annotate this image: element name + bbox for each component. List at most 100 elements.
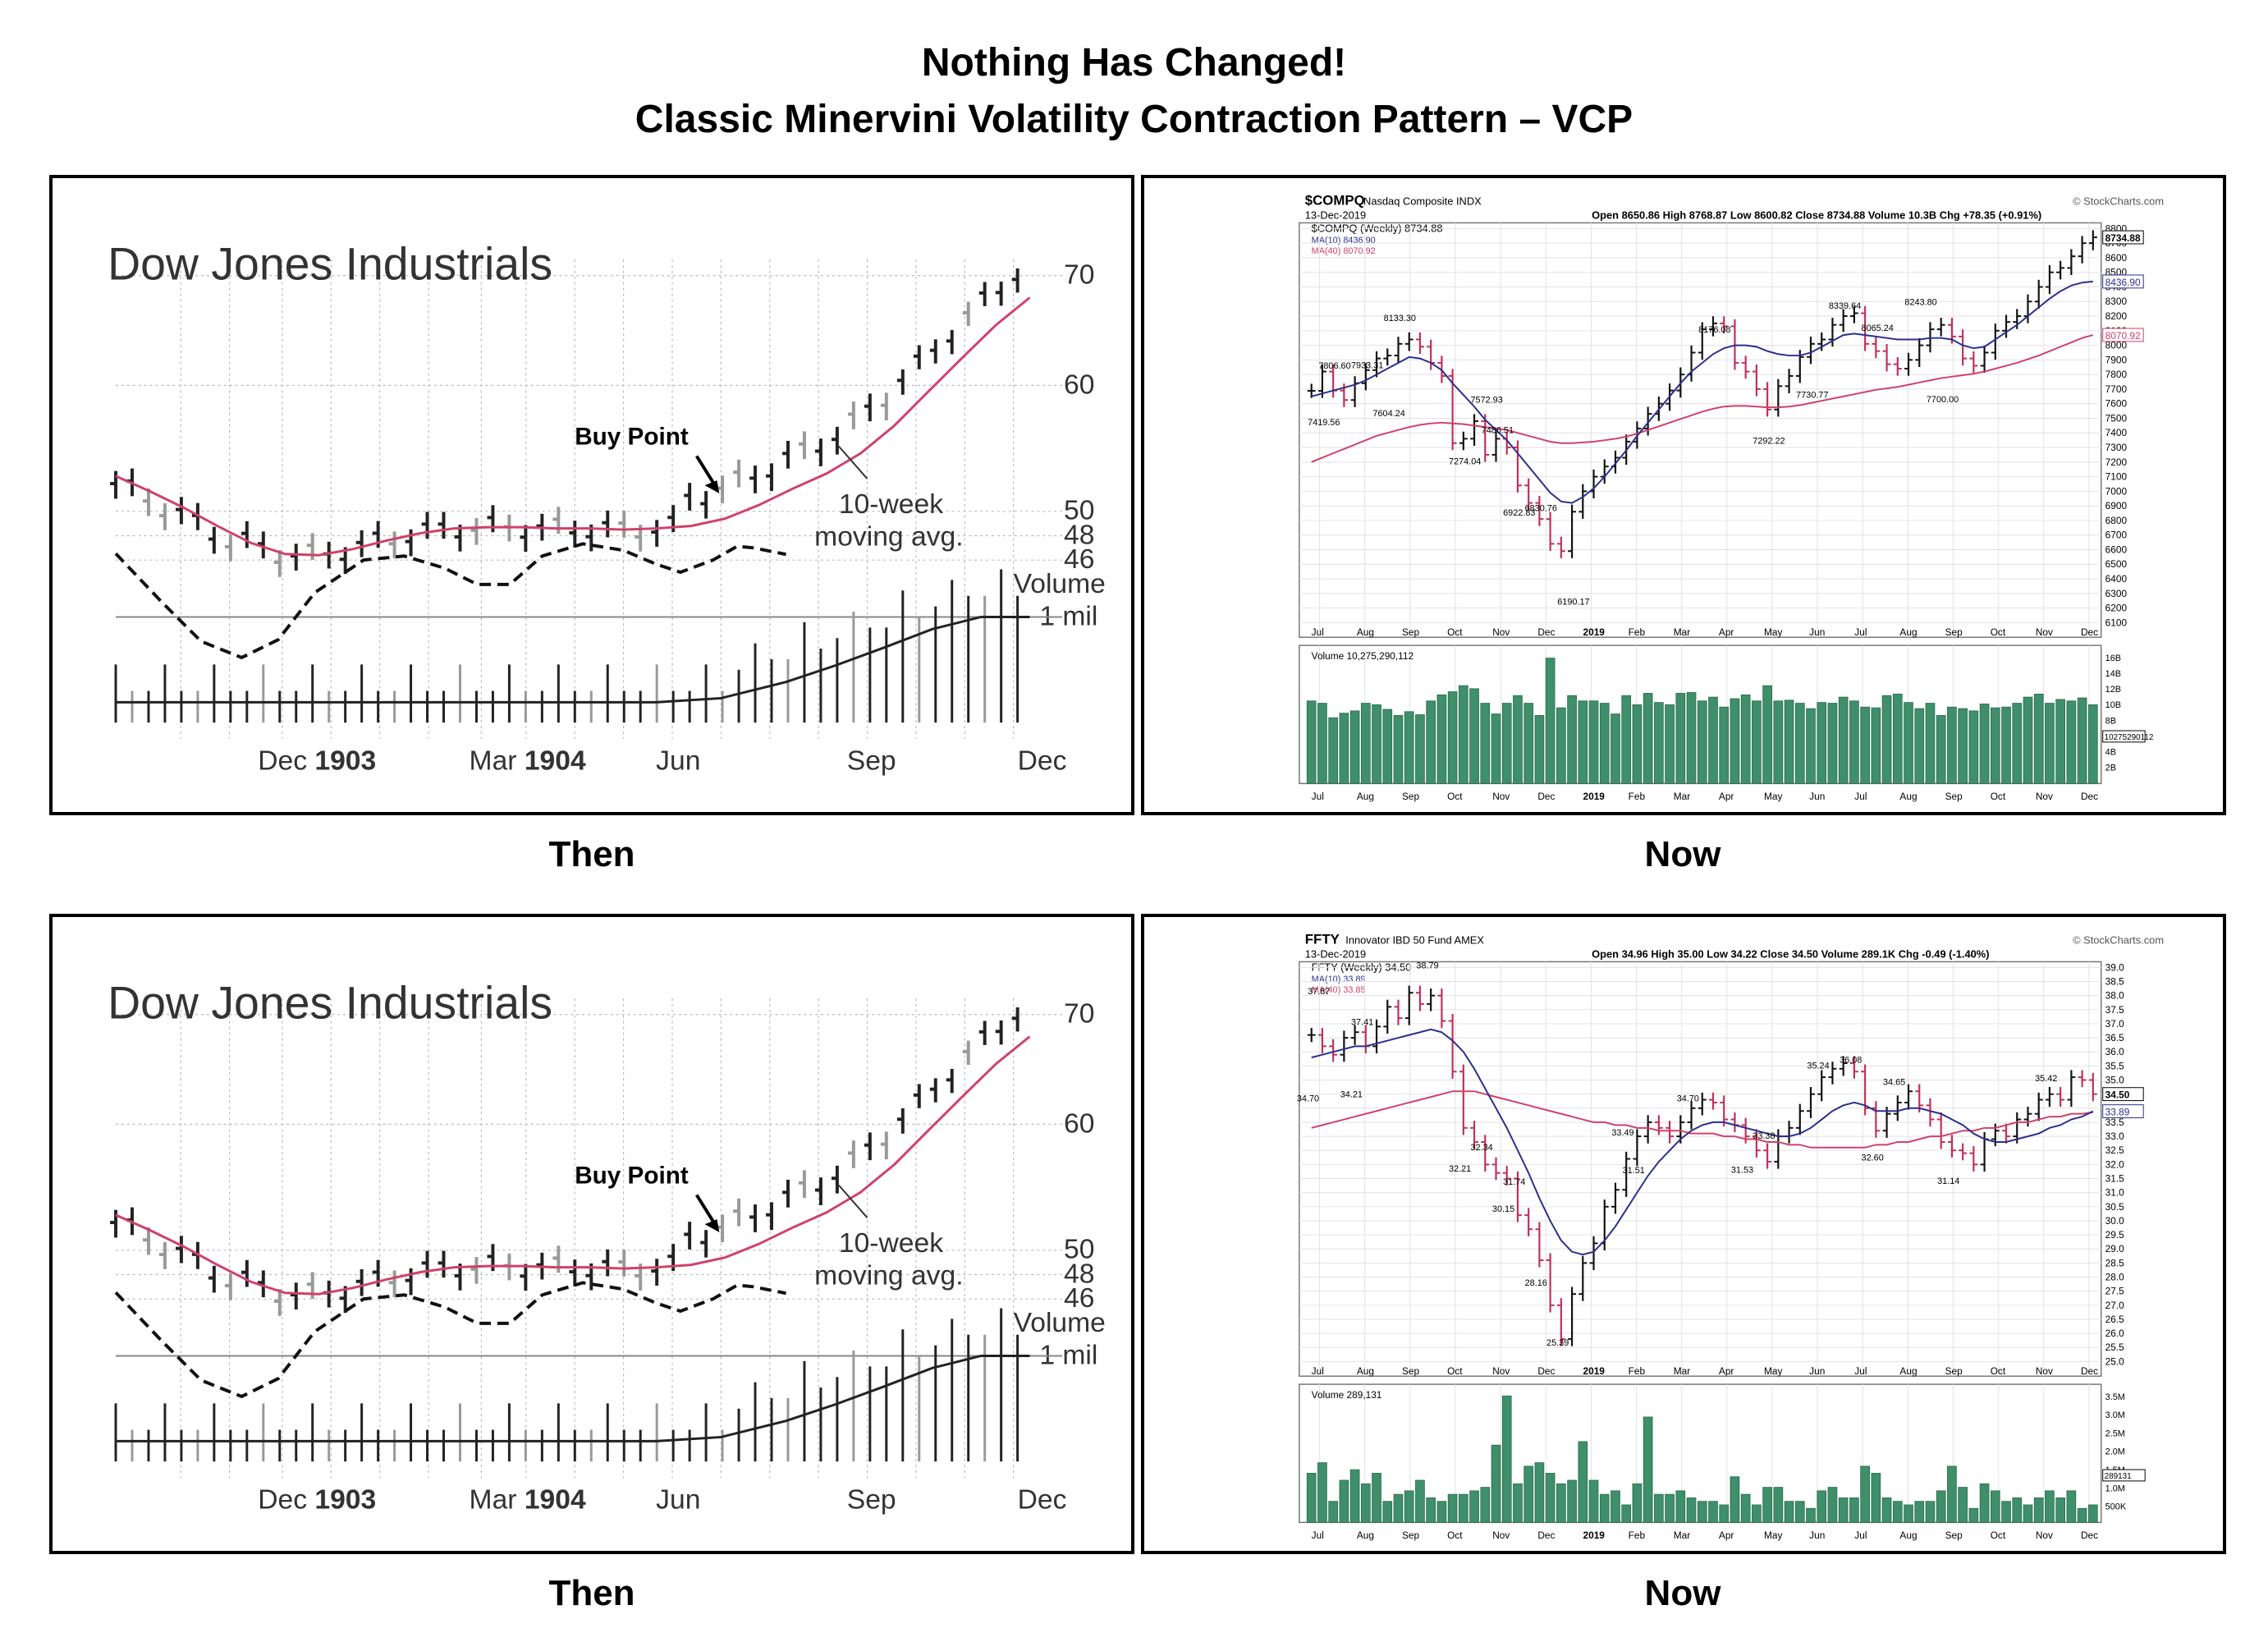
volume-bar — [1881, 1498, 1892, 1523]
price-annotation: 8243.80 — [1904, 297, 1936, 307]
x-tick-label-volume: May — [1764, 1530, 1782, 1541]
chart-symbol: FFTY — [1305, 932, 1340, 947]
volume-bar — [1892, 1501, 1903, 1523]
ma-label-pointer — [838, 1184, 868, 1218]
dow-chart-panel-bottom: Dow Jones Industrials 70 60 50 48 46 Volume 1 m… — [49, 914, 1134, 1554]
dow-chart-panel-top: Dow Jones Industrials 70 60 50 48 46 Volume 1 m… — [49, 175, 1134, 815]
chart-symbol: $COMPQ — [1305, 193, 1365, 209]
y-tick-label: 27.0 — [2105, 1300, 2124, 1311]
x-tick-label: Dec — [1018, 1485, 1067, 1516]
price-annotation: 30.15 — [1492, 1204, 1514, 1214]
price-annotation: 7933.31 — [1351, 360, 1383, 370]
price-annotation: 33.49 — [1611, 1128, 1633, 1138]
volume-label: Volume — [1014, 569, 1106, 599]
x-tick-label: Jun — [1809, 626, 1825, 638]
volume-bar — [1806, 708, 1816, 784]
x-tick-label: Oct — [1447, 626, 1463, 638]
legend-price: FFTY (Weekly) 34.50 — [1312, 961, 1412, 973]
volume-bar — [1794, 1501, 1805, 1523]
y-tick-label: 30.0 — [2105, 1215, 2124, 1227]
y-tick-label: 7000 — [2105, 485, 2128, 497]
buy-point-arrowhead — [704, 480, 720, 494]
x-tick-label-volume: Apr — [1719, 1530, 1734, 1541]
volume-ma-line — [116, 615, 1030, 704]
caption-now-bottom: Now — [1644, 1573, 1721, 1613]
price-frame — [1299, 961, 2102, 1377]
y-tick-label: 26.5 — [2105, 1314, 2124, 1325]
dow-chart-title: Dow Jones Industrials — [108, 239, 552, 290]
price-annotation: 7419.56 — [1308, 418, 1340, 428]
volume-bar — [1534, 715, 1545, 784]
x-tick-label: Jul — [1312, 1365, 1324, 1377]
volume-bar — [1838, 696, 1849, 784]
y-tick-label: 37.0 — [2105, 1018, 2124, 1030]
ma-label-line1: 10-week — [839, 1228, 943, 1259]
y-tick-label: 36.5 — [2105, 1032, 2124, 1043]
volume-bar — [1697, 1501, 1707, 1523]
y-tick-label: 50 — [1064, 496, 1094, 526]
volume-bar — [1817, 1490, 1827, 1523]
x-tick-label: Sep — [1402, 1365, 1420, 1377]
price-annotation: 8339.64 — [1829, 301, 1861, 311]
x-tick-label: Sep — [847, 746, 896, 777]
price-annotation: 7572.93 — [1470, 396, 1502, 406]
volume-bar — [2033, 693, 2044, 784]
price-annotation: 36.08 — [1840, 1055, 1862, 1065]
volume-bar — [1881, 695, 1892, 784]
x-tick-label: Nov — [1492, 626, 1510, 638]
price-annotation: 32.34 — [1470, 1143, 1492, 1153]
volume-bar — [1838, 1498, 1849, 1523]
x-tick-label-volume: Sep — [1945, 1530, 1963, 1541]
x-tick-label: Oct — [1991, 626, 2006, 638]
y-tick-label: 31.0 — [2105, 1187, 2124, 1199]
x-tick-label: Apr — [1719, 626, 1734, 638]
ma-10-week-line — [115, 296, 1031, 557]
volume-bar — [1806, 1507, 1816, 1523]
x-tick-label: 2019 — [1583, 626, 1606, 638]
volume-tick-label: 4B — [2105, 747, 2116, 757]
ma-10-week-line — [115, 1035, 1031, 1296]
volume-legend: Volume 10,275,290,112 — [1312, 650, 1413, 662]
price-annotation: 7274.04 — [1449, 456, 1481, 466]
y-tick-label: 25.0 — [2105, 1355, 2124, 1367]
volume-bar — [1567, 1479, 1577, 1523]
price-annotation: 25.39 — [1546, 1338, 1569, 1348]
volume-bar — [1794, 703, 1805, 784]
volume-bar — [1762, 1487, 1772, 1523]
chart-quote: Open 8650.86 High 8768.87 Low 8600.82 Cl… — [1592, 209, 2041, 221]
x-tick-label-volume: Jul — [1854, 791, 1867, 802]
price-annotation: 31.51 — [1623, 1166, 1645, 1176]
contraction-dashed-curve — [114, 1281, 786, 1399]
volume-bar — [1611, 713, 1620, 784]
ma-label-line2: moving avg. — [814, 521, 963, 552]
y-tick-label: 46 — [1064, 544, 1094, 575]
y-tick-label: 6900 — [2105, 500, 2128, 511]
volume-bar — [1914, 708, 1925, 784]
volume-bar — [2087, 1504, 2098, 1523]
price-annotation: 34.70 — [1677, 1094, 1699, 1104]
price-tag: 8734.88 — [2105, 232, 2141, 244]
y-tick-label: 60 — [1064, 369, 1094, 400]
price-annotation: 33.38 — [1753, 1131, 1775, 1141]
volume-bar — [1339, 713, 1349, 784]
volume-bar — [1892, 693, 1903, 784]
volume-bar — [1436, 1501, 1447, 1523]
volume-bar — [1675, 693, 1686, 784]
volume-bar — [1349, 710, 1360, 784]
x-tick-label: Aug — [1357, 1365, 1374, 1377]
x-tick-label-volume: Jun — [1809, 791, 1825, 802]
x-tick-label: Aug — [1899, 626, 1917, 638]
volume-bar — [1752, 700, 1762, 784]
volume-bar — [1621, 1504, 1632, 1523]
volume-bar — [1849, 1498, 1859, 1523]
x-tick-label-volume: Dec — [1537, 1530, 1555, 1541]
volume-bar — [1393, 715, 1404, 784]
y-tick-label: 70 — [1064, 999, 1094, 1030]
y-tick-label: 39.0 — [2105, 961, 2124, 973]
x-tick-label-volume: Sep — [1945, 791, 1963, 802]
volume-bar — [1599, 1493, 1610, 1523]
volume-tag: 289131 — [2105, 1472, 2132, 1481]
volume-bar — [1860, 706, 1870, 784]
volume-bar — [1632, 704, 1643, 784]
